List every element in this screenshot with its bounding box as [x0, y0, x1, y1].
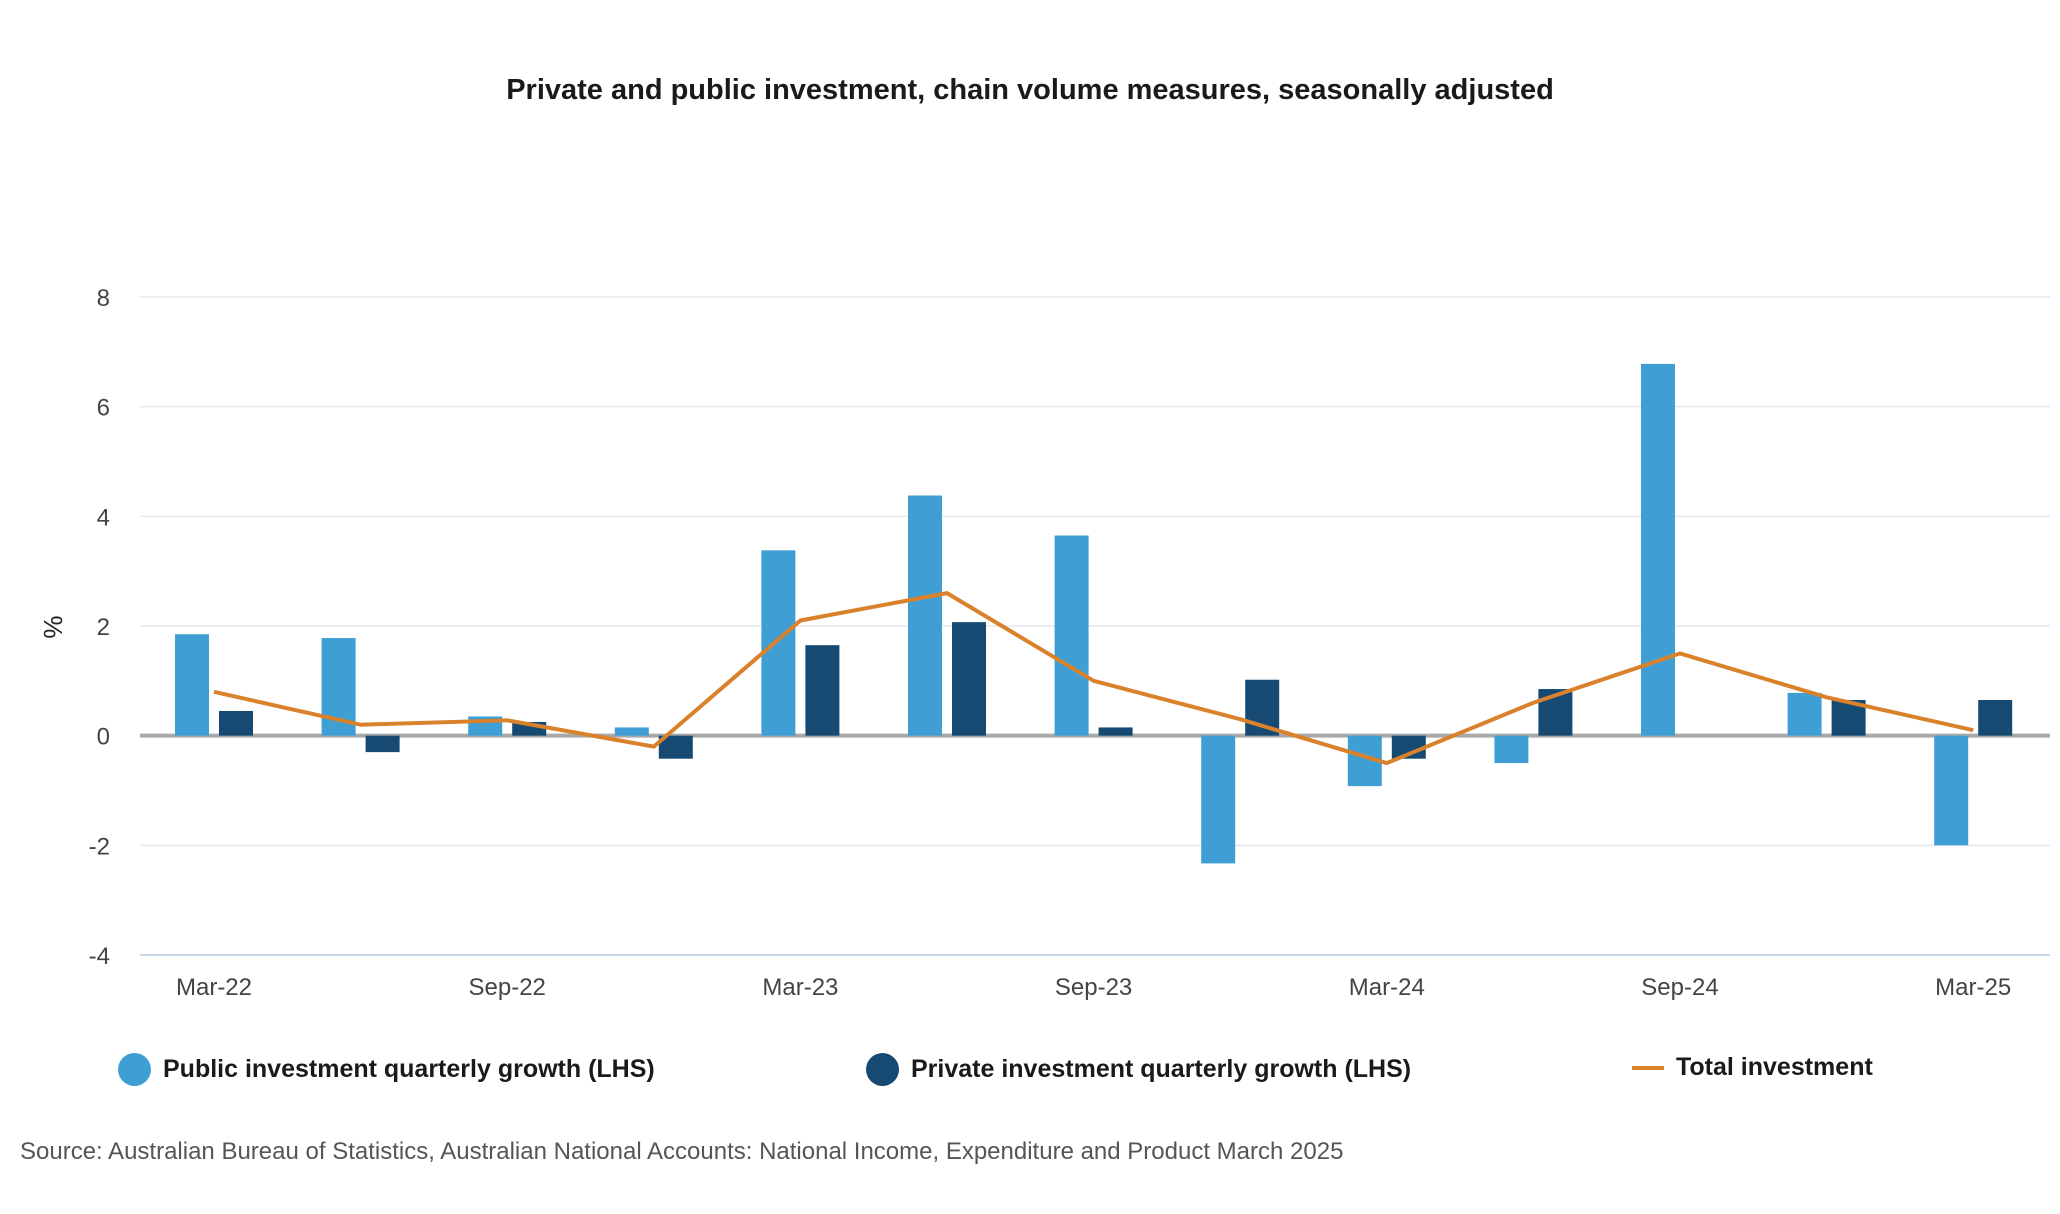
private-bar: [658, 735, 693, 759]
x-tick-label: Mar-24: [1349, 974, 1425, 1001]
private-bar: [1391, 735, 1426, 759]
x-tick-label: Sep-24: [1641, 974, 1718, 1001]
legend-private-label: Private investment quarterly growth (LHS…: [911, 1055, 1412, 1083]
x-tick-label: Mar-25: [1935, 974, 2011, 1001]
source-note: Source: Australian Bureau of Statistics,…: [20, 1138, 1344, 1165]
private-bar: [365, 735, 400, 753]
public-bar: [614, 727, 649, 736]
chart-title: Private and public investment, chain vol…: [506, 74, 1554, 106]
x-tick-label: Sep-23: [1055, 974, 1132, 1001]
x-tick-label: Mar-22: [176, 974, 252, 1001]
legend-public-swatch: [118, 1053, 151, 1086]
legend-public-label: Public investment quarterly growth (LHS): [163, 1055, 655, 1083]
public-bar: [175, 634, 209, 736]
legend-item-public[interactable]: Public investment quarterly growth (LHS): [118, 1053, 655, 1086]
public-bar: [761, 550, 796, 736]
legend-total-label: Total investment: [1676, 1053, 1873, 1081]
y-tick-label: 2: [97, 614, 110, 641]
private-bar: [952, 622, 986, 736]
public-bar: [908, 495, 942, 736]
public-bar: [1201, 735, 1236, 864]
total-investment-line: [213, 591, 1974, 766]
x-tick-label: Mar-23: [762, 974, 838, 1001]
public-bar: [1054, 535, 1089, 736]
legend-item-private[interactable]: Private investment quarterly growth (LHS…: [866, 1053, 1411, 1086]
private-bar: [1098, 727, 1133, 736]
public-bar: [1787, 692, 1822, 736]
legend-item-total[interactable]: Total investment: [1632, 1053, 1873, 1082]
y-tick-label: -2: [89, 833, 110, 860]
y-tick-label: -4: [89, 943, 110, 970]
y-axis-label: %: [38, 615, 68, 638]
x-tick-label: Sep-22: [469, 974, 546, 1001]
y-tick-label: 8: [97, 285, 110, 312]
private-bar: [805, 645, 840, 736]
y-tick-label: 4: [97, 504, 110, 531]
public-bar: [1934, 735, 1969, 846]
private-bar: [219, 710, 253, 736]
public-bar: [1641, 363, 1675, 736]
private-bar: [1978, 700, 2013, 736]
legend-total-swatch: [1632, 1065, 1664, 1070]
legend-private-swatch: [866, 1053, 899, 1086]
public-bar: [1494, 735, 1529, 764]
y-tick-label: 6: [97, 395, 110, 422]
y-tick-label: 0: [97, 724, 110, 751]
